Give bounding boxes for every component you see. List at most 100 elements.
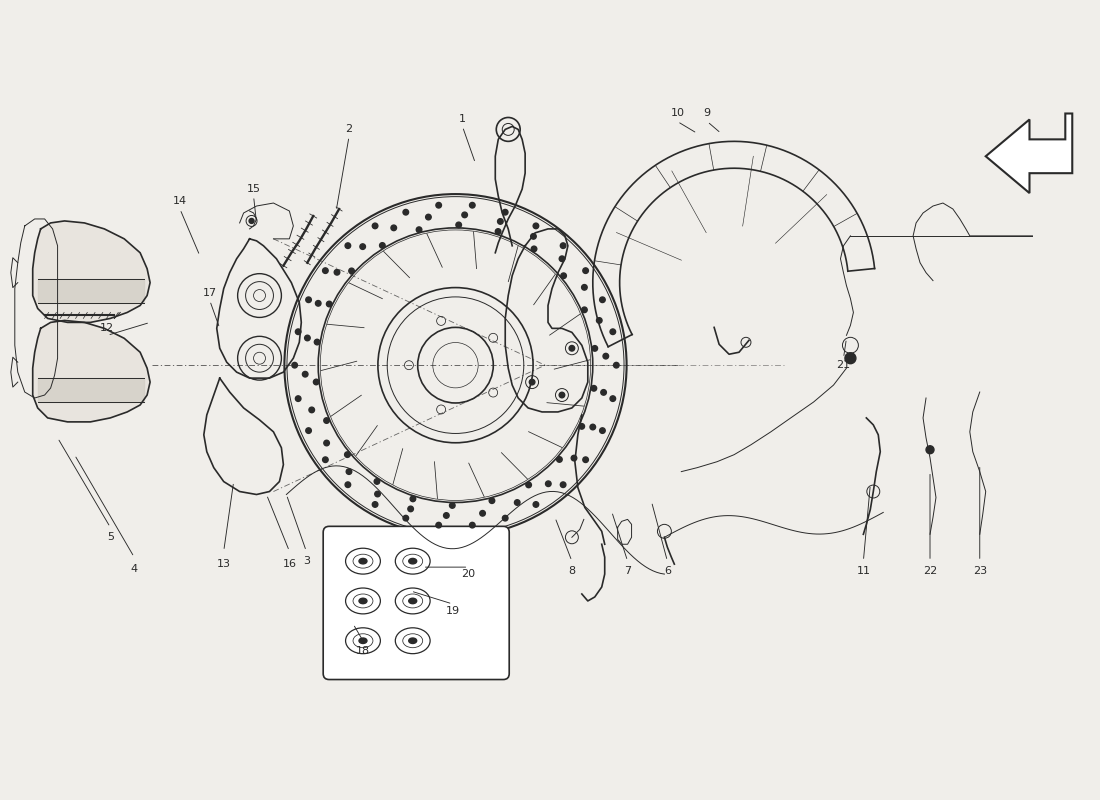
Circle shape — [583, 268, 588, 274]
Circle shape — [592, 346, 597, 351]
Text: 2: 2 — [345, 125, 353, 134]
Circle shape — [601, 390, 606, 395]
Circle shape — [845, 353, 856, 364]
Text: 4: 4 — [131, 564, 138, 574]
Circle shape — [503, 515, 508, 521]
Circle shape — [455, 222, 462, 228]
Circle shape — [926, 446, 934, 454]
Ellipse shape — [409, 598, 417, 604]
Circle shape — [526, 482, 531, 488]
Circle shape — [403, 515, 408, 521]
Circle shape — [470, 522, 475, 528]
Circle shape — [249, 218, 254, 223]
Ellipse shape — [409, 558, 417, 564]
Circle shape — [579, 423, 584, 429]
Circle shape — [561, 273, 566, 278]
Circle shape — [360, 244, 365, 250]
Circle shape — [515, 500, 520, 506]
Circle shape — [314, 379, 319, 385]
Ellipse shape — [409, 638, 417, 643]
Circle shape — [327, 302, 332, 306]
Circle shape — [410, 496, 416, 502]
Circle shape — [322, 268, 328, 274]
Circle shape — [416, 227, 421, 233]
Circle shape — [436, 202, 441, 208]
Circle shape — [470, 202, 475, 208]
Circle shape — [302, 371, 308, 377]
Text: 23: 23 — [972, 566, 987, 576]
Text: 17: 17 — [202, 287, 217, 298]
Circle shape — [560, 243, 565, 249]
Circle shape — [559, 392, 564, 398]
Circle shape — [374, 478, 379, 484]
Text: 22: 22 — [923, 566, 937, 576]
Text: 1: 1 — [459, 114, 466, 125]
Circle shape — [614, 362, 619, 368]
Circle shape — [591, 386, 596, 391]
Circle shape — [603, 354, 608, 359]
Circle shape — [497, 218, 503, 224]
Text: 12: 12 — [100, 323, 114, 334]
Text: 13: 13 — [217, 559, 231, 569]
Circle shape — [322, 457, 328, 462]
Polygon shape — [37, 278, 144, 302]
Circle shape — [534, 223, 539, 229]
Circle shape — [583, 457, 588, 462]
Circle shape — [372, 223, 378, 229]
Circle shape — [600, 428, 605, 434]
Circle shape — [379, 242, 385, 248]
Circle shape — [372, 502, 378, 507]
Circle shape — [426, 214, 431, 220]
Text: 9: 9 — [704, 109, 711, 118]
Circle shape — [582, 285, 587, 290]
Circle shape — [530, 234, 536, 239]
Circle shape — [375, 491, 381, 497]
Text: 10: 10 — [670, 109, 684, 118]
Circle shape — [462, 212, 468, 218]
Text: 11: 11 — [857, 566, 870, 576]
Circle shape — [323, 440, 329, 446]
Circle shape — [436, 522, 441, 528]
Text: 5: 5 — [107, 532, 113, 542]
Circle shape — [296, 329, 301, 334]
Text: 7: 7 — [624, 566, 631, 576]
Circle shape — [559, 256, 564, 262]
Circle shape — [349, 268, 354, 274]
Polygon shape — [33, 321, 150, 422]
Circle shape — [600, 297, 605, 302]
Circle shape — [557, 457, 562, 462]
Circle shape — [390, 225, 396, 230]
Circle shape — [334, 270, 340, 275]
FancyBboxPatch shape — [323, 526, 509, 679]
Circle shape — [316, 301, 321, 306]
Circle shape — [531, 246, 537, 252]
Circle shape — [443, 513, 449, 518]
Text: 3: 3 — [302, 556, 310, 566]
Ellipse shape — [359, 558, 367, 564]
Text: 14: 14 — [173, 196, 187, 206]
Circle shape — [306, 428, 311, 434]
Circle shape — [323, 418, 329, 423]
Circle shape — [450, 502, 455, 508]
Ellipse shape — [359, 598, 367, 604]
Polygon shape — [986, 114, 1072, 193]
Circle shape — [305, 335, 310, 341]
Circle shape — [503, 210, 508, 215]
Circle shape — [560, 482, 565, 487]
Circle shape — [296, 396, 301, 402]
Text: 20: 20 — [461, 569, 475, 579]
Circle shape — [529, 379, 535, 385]
Polygon shape — [37, 378, 144, 402]
Circle shape — [610, 396, 616, 402]
Circle shape — [582, 307, 587, 313]
Circle shape — [534, 502, 539, 507]
Circle shape — [610, 329, 616, 334]
Text: 6: 6 — [664, 566, 671, 576]
Text: 21: 21 — [836, 360, 850, 370]
Text: 8: 8 — [569, 566, 575, 576]
Circle shape — [345, 482, 351, 487]
Circle shape — [571, 455, 576, 461]
Circle shape — [480, 510, 485, 516]
Polygon shape — [33, 221, 150, 322]
Circle shape — [403, 210, 408, 215]
